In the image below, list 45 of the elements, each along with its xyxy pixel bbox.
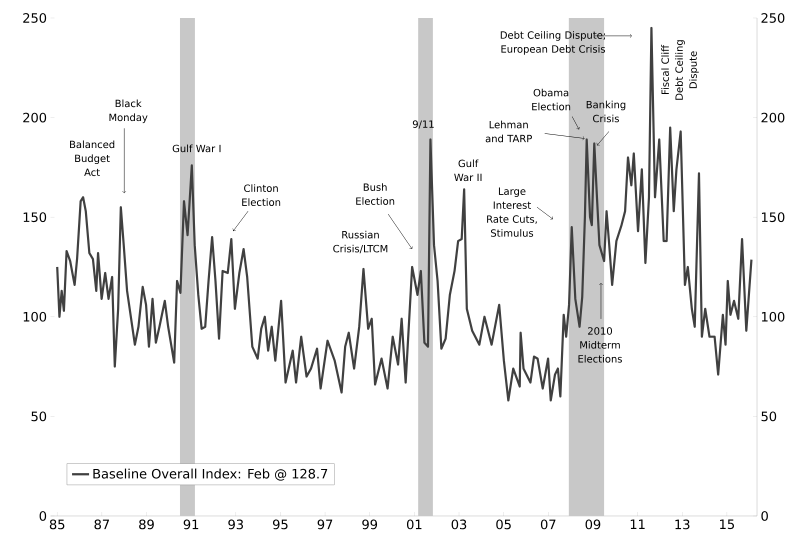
annotation: Obama Election: [532, 88, 570, 110]
y2-tick-label: 0: [40, 511, 46, 521]
annotation: Debt Ceiling Dispute; European Debt Crisis: [500, 31, 606, 55]
y2-tick-label: 50: [32, 411, 46, 422]
x-tick-label: 91: [184, 520, 198, 530]
x-tick-label: 01: [406, 520, 422, 530]
annotation: Banking Crisis: [586, 100, 626, 122]
annotation: Gulf War I: [172, 144, 220, 152]
x-tick-label: 05: [496, 520, 511, 530]
y-tick-label: 0: [761, 511, 768, 521]
annotation: 2010 Midterm Elections: [578, 327, 622, 363]
x-tick-label: 97: [318, 520, 332, 530]
x-tick-label: 89: [139, 520, 154, 530]
x-tick-label: 13: [675, 520, 690, 530]
y-tick-label: 150: [762, 212, 784, 222]
x-tick-label: 15: [720, 520, 734, 530]
x-tick-label: 07: [540, 520, 556, 530]
x-tick-label: 11: [630, 520, 645, 529]
x-tick-label: 03: [452, 520, 466, 530]
x-tick-label: 93: [228, 520, 243, 530]
annotation: Gulf War II: [454, 159, 482, 182]
y2-tick-label: 200: [23, 112, 46, 122]
annotation: Lehman and TARP: [486, 120, 532, 142]
y-tick-label: 50: [762, 411, 776, 422]
y2-tick-label: 150: [24, 212, 46, 222]
annotation: Large Interest Rate Cuts, Stimulus: [487, 188, 537, 237]
y2-tick-label: 250: [23, 13, 46, 23]
line-series: [56, 26, 753, 402]
y-tick-label: 250: [761, 13, 784, 23]
y-tick-label: 100: [762, 312, 784, 322]
x-tick-label: 85: [50, 520, 64, 530]
annotation: Clinton Election: [242, 184, 280, 206]
x-tick-label: 09: [586, 520, 600, 530]
x-tick-label: 99: [362, 520, 378, 530]
annotation: Fiscal Cliff Debt Ceiling Dispute: [661, 40, 699, 100]
annotation: Russian Crisis/LTCM: [333, 230, 388, 254]
annotation: Balanced Budget Act: [70, 140, 114, 176]
annotation: Bush Election: [356, 183, 394, 205]
annotation: 9/11: [412, 120, 434, 129]
y-tick-label: 200: [761, 112, 784, 122]
annotation: Black Monday: [109, 99, 148, 124]
x-tick-label: 87: [94, 520, 109, 530]
x-tick-label: 95: [273, 520, 288, 530]
legend-label: Baseline Overall Index: Feb @ 128.7: [93, 468, 328, 481]
y2-tick-label: 100: [24, 312, 46, 322]
